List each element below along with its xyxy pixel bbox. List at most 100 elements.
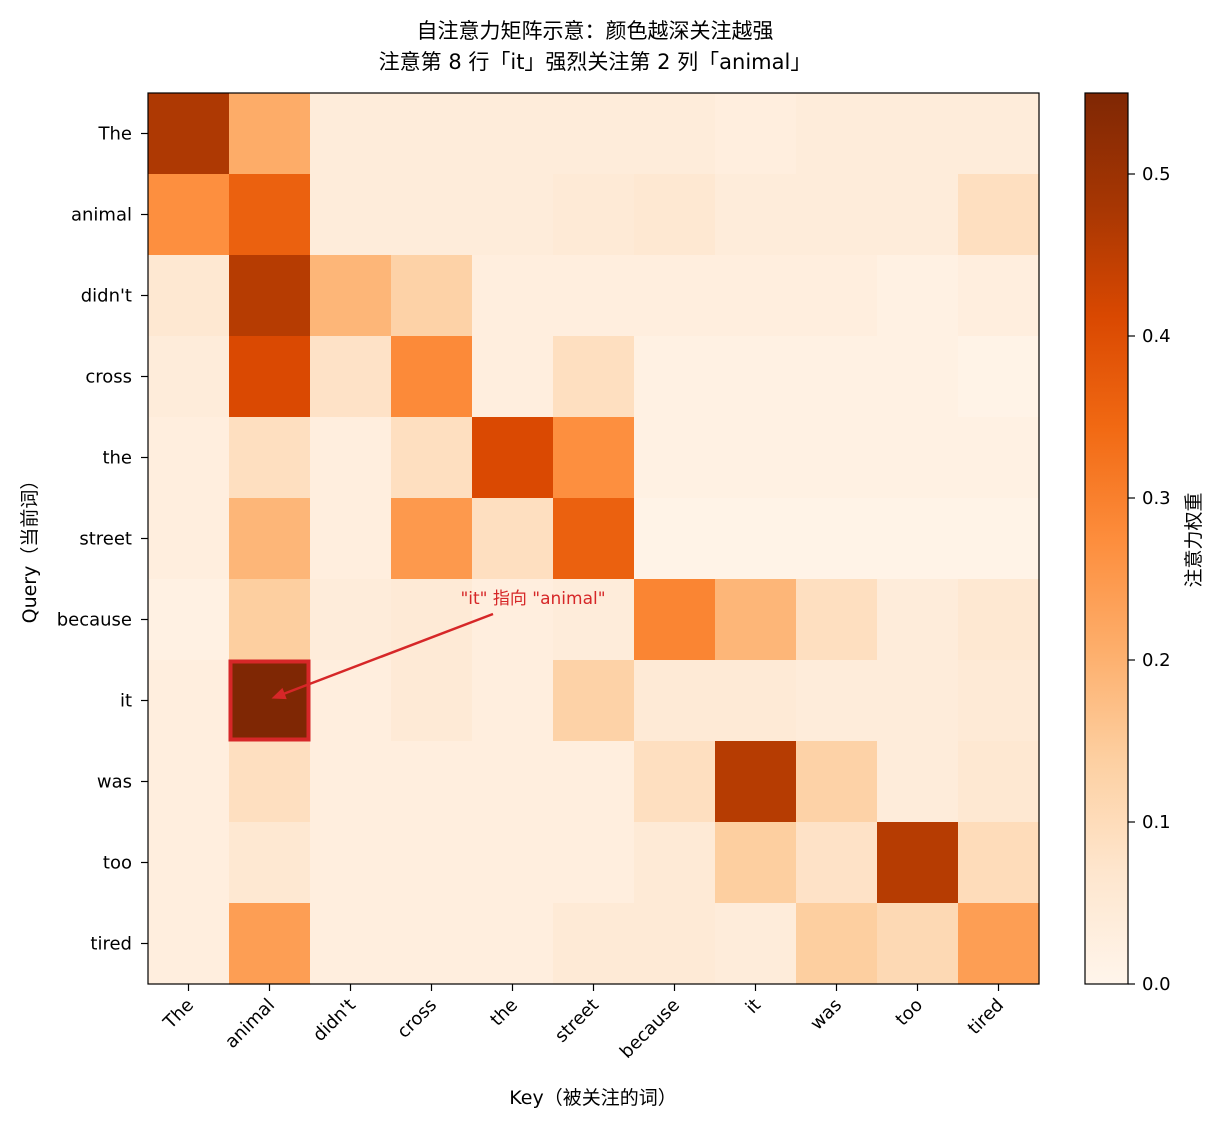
heatmap-cell xyxy=(958,174,1040,256)
heatmap-cell xyxy=(553,660,635,742)
heatmap-cell xyxy=(634,336,716,418)
heatmap-cell xyxy=(310,93,392,175)
heatmap-cell xyxy=(796,741,878,823)
chart-title: 自注意力矩阵示意：颜色越深关注越强 xyxy=(417,19,774,43)
heatmap-cell xyxy=(958,255,1040,337)
x-tick-label: tired xyxy=(964,995,1008,1039)
heatmap-cell xyxy=(310,255,392,337)
colorbar-tick-label: 0.5 xyxy=(1142,164,1171,185)
heatmap-cell xyxy=(715,660,797,742)
colorbar-tick-label: 0.4 xyxy=(1142,326,1171,347)
colorbar xyxy=(1084,92,1129,985)
heatmap-cell xyxy=(634,903,716,985)
chart-subtitle: 注意第 8 行「it」强烈关注第 2 列「animal」 xyxy=(379,50,812,74)
heatmap-cell xyxy=(715,822,797,904)
y-axis-ticks: The animal didn't cross the street because it wa… xyxy=(57,124,148,955)
heatmap-cell xyxy=(310,579,392,661)
heatmap-cell xyxy=(229,255,311,337)
heatmap-cell xyxy=(877,336,959,418)
x-tick-label: the xyxy=(486,995,522,1031)
y-tick-label: too xyxy=(103,853,132,874)
heatmap-cell xyxy=(877,660,959,742)
heatmap-cell xyxy=(715,174,797,256)
annotation-arrow xyxy=(278,612,494,697)
heatmap-cell xyxy=(472,93,554,175)
heatmap-cell xyxy=(877,903,959,985)
heatmap-cell xyxy=(229,579,311,661)
heatmap-cell xyxy=(391,255,473,337)
colorbar-tick-label: 0.3 xyxy=(1142,488,1171,509)
highlight-box xyxy=(228,659,311,742)
heatmap-cell xyxy=(715,417,797,499)
heatmap-cell xyxy=(958,498,1040,580)
heatmap-cell xyxy=(634,255,716,337)
heatmap-cell xyxy=(553,579,635,661)
heatmap-cell xyxy=(310,660,392,742)
heatmap-cell xyxy=(229,336,311,418)
heatmap-cell xyxy=(391,741,473,823)
colorbar-tick-label: 0.2 xyxy=(1142,650,1171,671)
heatmap-cell xyxy=(715,741,797,823)
heatmap-cell xyxy=(229,903,311,985)
heatmap-cell xyxy=(553,93,635,175)
x-axis-ticks: The animal didn't cross the street because it wa… xyxy=(159,984,1008,1063)
heatmap-cell xyxy=(553,417,635,499)
annotation-arrowhead xyxy=(271,687,287,700)
heatmap-cell xyxy=(391,903,473,985)
heatmap-cell xyxy=(796,255,878,337)
heatmap-cell xyxy=(391,498,473,580)
heatmap-cell xyxy=(634,741,716,823)
heatmap-cell xyxy=(229,822,311,904)
heatmap-cell xyxy=(553,498,635,580)
annotation-text: "it" 指向 "animal" xyxy=(460,589,605,609)
y-tick-label: because xyxy=(57,610,132,631)
heatmap-cell xyxy=(229,498,311,580)
heatmap-cell xyxy=(472,741,554,823)
heatmap-cell xyxy=(958,336,1040,418)
heatmap-cell xyxy=(715,255,797,337)
heatmap-cell xyxy=(877,417,959,499)
heatmap-cell xyxy=(796,174,878,256)
heatmap-cell xyxy=(796,579,878,661)
heatmap-cell xyxy=(391,660,473,742)
heatmap-cell xyxy=(715,903,797,985)
heatmap-cell xyxy=(877,174,959,256)
heatmap-cell xyxy=(310,336,392,418)
x-tick-label: because xyxy=(616,995,684,1063)
heatmap-cell xyxy=(958,417,1040,499)
heatmap-cell xyxy=(148,579,230,661)
y-tick-label: The xyxy=(98,124,132,145)
y-tick-label: cross xyxy=(85,367,132,388)
y-tick-label: it xyxy=(120,691,132,712)
heatmap-cell xyxy=(958,822,1040,904)
heatmap-cell xyxy=(877,741,959,823)
heatmap-cell xyxy=(958,660,1040,742)
heatmap-cell xyxy=(148,336,230,418)
heatmap-cell xyxy=(553,255,635,337)
x-axis-label: Key（被关注的词） xyxy=(509,1087,676,1109)
heatmap-cell xyxy=(796,822,878,904)
heatmap-cell xyxy=(472,660,554,742)
heatmap-cell xyxy=(958,93,1040,175)
heatmap-cell xyxy=(472,336,554,418)
heatmap-cell xyxy=(553,336,635,418)
heatmap-cell xyxy=(472,255,554,337)
heatmap-cell xyxy=(229,660,311,742)
x-tick-label: cross xyxy=(393,995,441,1043)
colorbar-label: 注意力权重 xyxy=(1183,492,1205,587)
x-tick-label: too xyxy=(892,995,927,1030)
heatmap-cell xyxy=(796,93,878,175)
y-tick-label: the xyxy=(102,448,132,469)
colorbar-tick-label: 0.1 xyxy=(1142,812,1171,833)
heatmap-cell xyxy=(634,660,716,742)
x-tick-label: was xyxy=(806,995,846,1035)
y-tick-label: street xyxy=(79,529,132,550)
heatmap-cell xyxy=(310,822,392,904)
heatmap-cell xyxy=(634,822,716,904)
heatmap-cell xyxy=(796,498,878,580)
heatmap-cell xyxy=(715,579,797,661)
heatmap-cell xyxy=(229,174,311,256)
heatmap-cell xyxy=(796,417,878,499)
heatmap-cell xyxy=(553,903,635,985)
y-tick-label: was xyxy=(97,772,132,793)
